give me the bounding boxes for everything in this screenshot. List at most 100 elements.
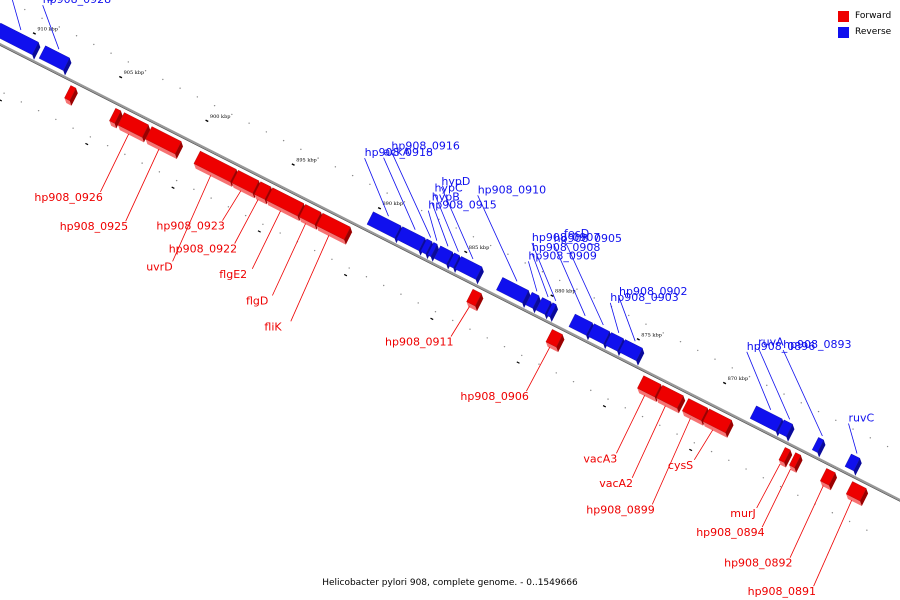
- gene-leader: [427, 210, 438, 241]
- gene-label: hp908_0910: [478, 183, 546, 196]
- gene: [789, 452, 803, 473]
- gene-label: hp908_0906: [460, 390, 528, 403]
- gene-label: hp908_0891: [748, 585, 816, 598]
- gene-leader: [290, 235, 330, 322]
- scale-dot: [434, 311, 437, 313]
- scale-dot: [662, 332, 664, 334]
- scale-dot: [555, 372, 557, 374]
- scale-dot: [89, 136, 92, 138]
- gene-end: [522, 290, 531, 308]
- gene-label: murJ: [730, 507, 755, 520]
- gene: [525, 292, 541, 314]
- scale-dot: [641, 415, 644, 418]
- gene-body: [844, 453, 861, 472]
- gene-label: hp908_0905: [554, 232, 622, 245]
- gene: [702, 408, 734, 438]
- gene-body: [145, 126, 182, 155]
- scale-dot: [489, 244, 492, 247]
- gene-body: [749, 405, 783, 432]
- tick-mark: [257, 230, 261, 233]
- gene-body: [682, 398, 708, 421]
- gene-body: [545, 329, 563, 348]
- scale-dot: [313, 249, 316, 252]
- gene-body: [466, 288, 482, 307]
- scale-dot: [503, 345, 506, 348]
- gene-body: [298, 204, 322, 226]
- gene-end: [784, 450, 793, 468]
- gene-side: [637, 388, 657, 402]
- gene-body: [525, 292, 540, 309]
- gene-leader: [251, 210, 281, 269]
- gene-body: [702, 408, 732, 434]
- scale-dot: [628, 314, 630, 317]
- gene-body: [0, 22, 39, 56]
- gene-body: [568, 313, 593, 336]
- scale-dot: [728, 459, 730, 462]
- tick-label: 880 kbp: [555, 289, 576, 295]
- tick-mark: [32, 32, 37, 35]
- gene-label: hp908_0909: [528, 249, 596, 262]
- scale-dot: [37, 109, 40, 112]
- gene-label: hp908_0918: [365, 146, 433, 159]
- gene-side: [778, 459, 786, 468]
- gene-leader: [431, 202, 449, 247]
- tick-label: 900 kbp: [210, 114, 231, 120]
- gene: [145, 126, 183, 159]
- gene-leader: [531, 252, 549, 298]
- scale-dot: [779, 485, 782, 488]
- scale-dot: [279, 232, 281, 234]
- gene-label: hypD: [441, 175, 470, 188]
- gene-body: [604, 332, 624, 352]
- scale-dot: [127, 61, 130, 63]
- scale-dot: [886, 445, 889, 448]
- scale-dot: [248, 122, 250, 124]
- gene-side: [846, 494, 862, 506]
- scale-dot: [797, 494, 799, 496]
- gene: [844, 453, 862, 476]
- gene-body: [434, 245, 453, 265]
- gene-label: hp908_0908: [532, 241, 600, 254]
- gene: [117, 112, 151, 143]
- gene-leader: [526, 347, 551, 392]
- gene-side: [789, 465, 797, 473]
- gene-side: [703, 421, 728, 438]
- gene-body: [454, 256, 483, 280]
- gene-label: fecD: [564, 227, 589, 240]
- gene-leader: [434, 193, 459, 252]
- scale-dot: [420, 209, 423, 212]
- scale-dot: [866, 529, 868, 531]
- gene-body: [117, 112, 149, 138]
- tick-mark: [205, 119, 209, 123]
- gene: [316, 212, 353, 245]
- gene-side: [316, 225, 346, 245]
- scale-dot: [714, 358, 716, 360]
- scale-dot: [659, 424, 661, 427]
- scale-dot: [110, 52, 112, 54]
- gene-label: ruvC: [849, 412, 875, 425]
- legend: Forward Reverse: [838, 8, 898, 40]
- gene-end: [677, 395, 686, 414]
- legend-forward: Forward: [838, 8, 898, 24]
- gene-body: [496, 277, 529, 304]
- scale-dot: [693, 442, 696, 444]
- gene-end: [69, 88, 78, 106]
- gene-body: [637, 375, 662, 398]
- scale-dot: [3, 92, 5, 94]
- gene-end: [32, 42, 41, 60]
- scale-dot: [55, 118, 57, 121]
- legend-forward-swatch: [838, 10, 849, 22]
- tick-mark: [291, 163, 295, 166]
- gene-body: [535, 297, 552, 315]
- scale-dot: [417, 302, 419, 304]
- gene-leader: [616, 395, 646, 454]
- gene-side: [109, 120, 117, 129]
- gene-label: hp908_0928: [43, 0, 111, 6]
- scale-dot: [593, 297, 595, 299]
- gene-body: [396, 226, 426, 251]
- gene-side: [231, 182, 255, 199]
- gene: [845, 481, 869, 506]
- gene-leader: [42, 5, 60, 50]
- gene: [496, 277, 531, 308]
- gene-side: [682, 410, 703, 426]
- tick-label: 885 kbp: [469, 245, 490, 251]
